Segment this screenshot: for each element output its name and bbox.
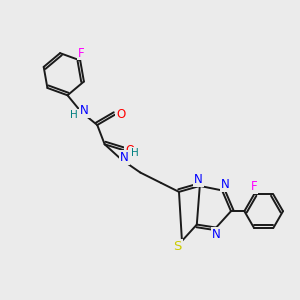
Text: S: S xyxy=(173,240,182,254)
Text: N: N xyxy=(194,173,203,187)
Text: O: O xyxy=(125,144,135,157)
Text: F: F xyxy=(251,180,257,193)
Text: F: F xyxy=(78,46,85,59)
Text: N: N xyxy=(221,178,230,191)
Text: O: O xyxy=(116,108,126,121)
Text: N: N xyxy=(212,228,220,241)
Text: N: N xyxy=(120,151,129,164)
Text: N: N xyxy=(80,103,89,117)
Text: H: H xyxy=(70,110,78,120)
Text: H: H xyxy=(130,148,138,158)
